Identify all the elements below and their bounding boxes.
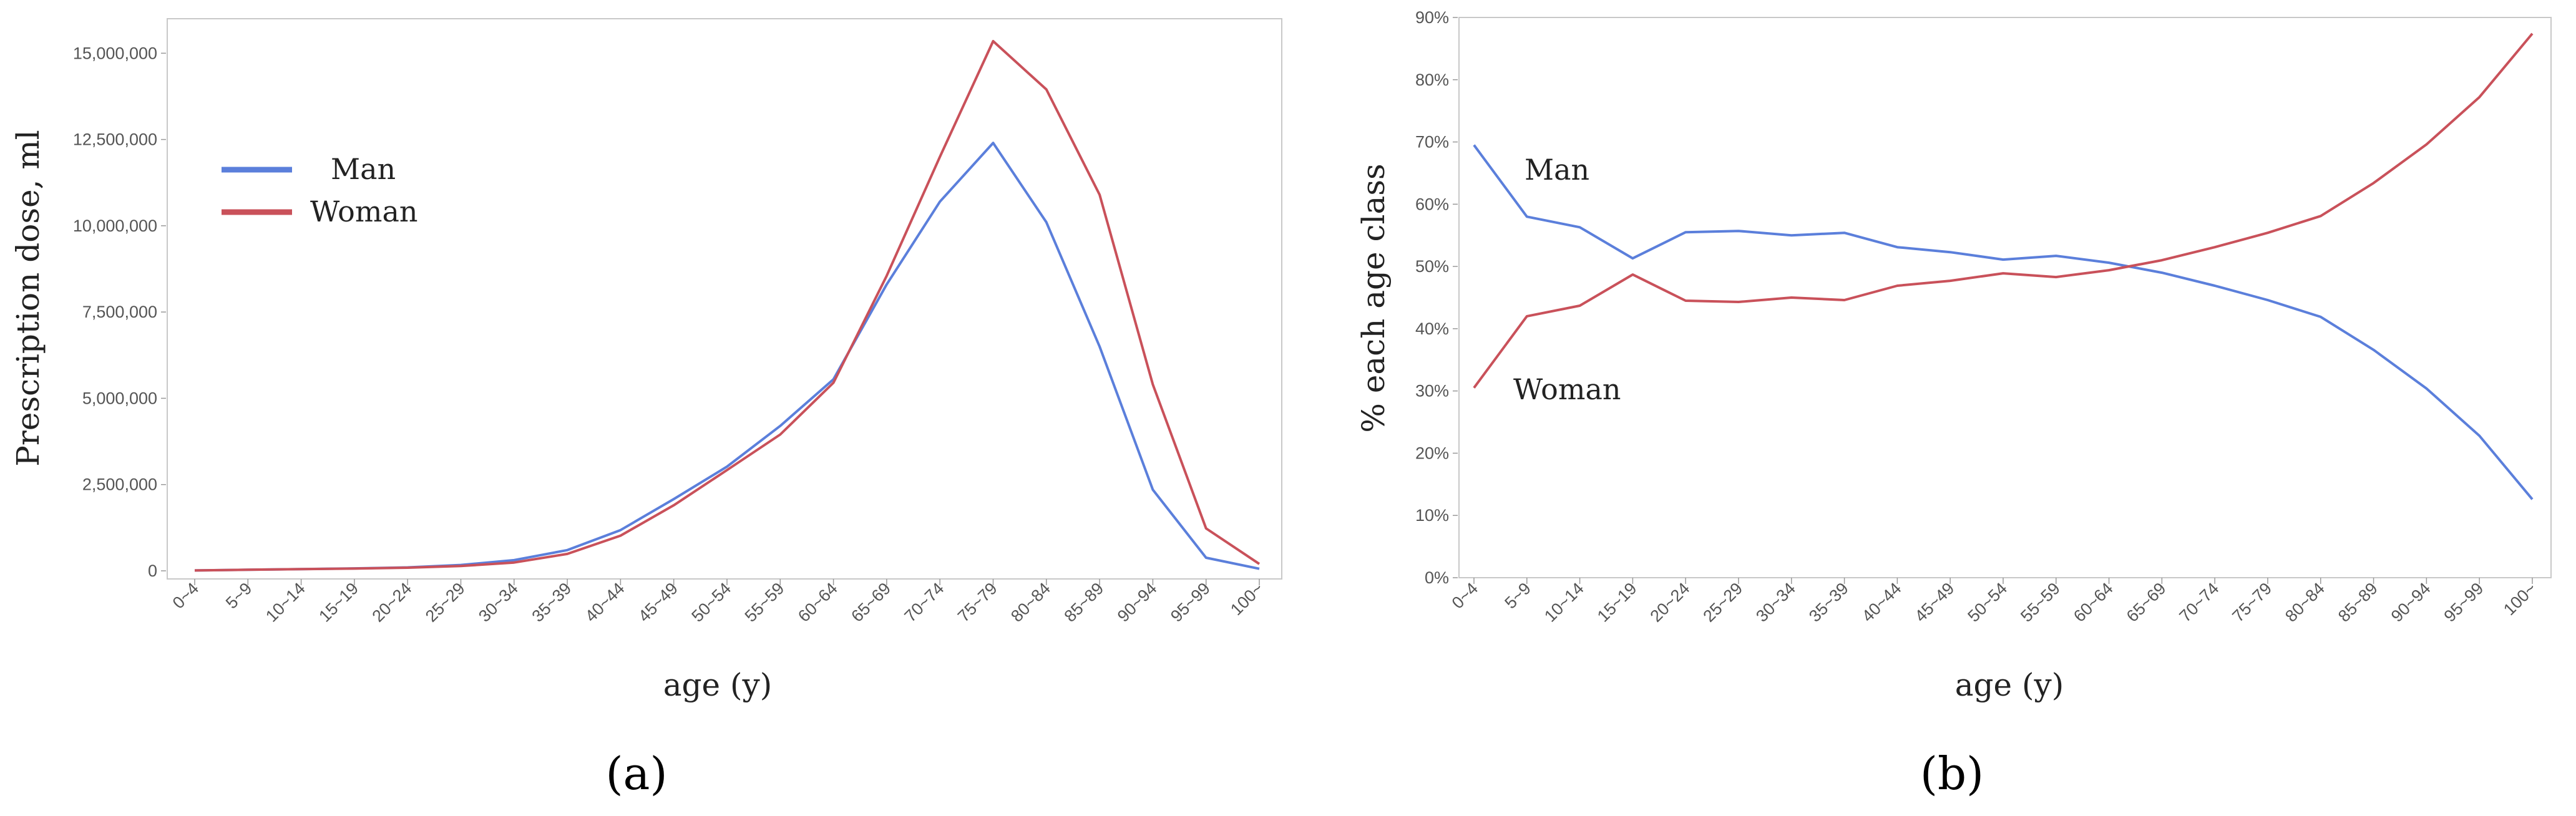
annotation-woman: Woman: [1513, 372, 1621, 406]
chart-a: 0 2,500,000 5,000,000 7,500,000 10,000,000 12…: [10, 18, 1282, 800]
chart-a-xtick-label: 25~29: [422, 579, 469, 626]
chart-b: 0% 10% 20% 30% 40% 50% 60% 70% 80% 90% 0~4 5~9 10~1…: [1355, 8, 2552, 800]
chart-a-ylabel: Prescription dose, ml: [10, 130, 46, 467]
chart-a-ytick-label: 15,000,000: [73, 44, 157, 62]
chart-a-ytick-label: 5,000,000: [82, 389, 157, 407]
chart-a-xtick-label: 55~59: [741, 579, 788, 626]
chart-a-xtick-label: 35~39: [528, 579, 575, 626]
chart-a-ytick-label: 12,500,000: [73, 130, 157, 149]
chart-a-xtick-label: 50~54: [688, 579, 734, 626]
chart-a-ytick-label: 10,000,000: [73, 216, 157, 235]
chart-b-xtick-label: 5~9: [1501, 579, 1534, 613]
chart-b-xtick-label: 55~59: [2017, 579, 2064, 626]
chart-a-xtick-label: 5~9: [222, 579, 256, 613]
chart-a-xtick-label: 100~: [1227, 579, 1267, 619]
chart-b-xtick-label: 20~24: [1647, 579, 1694, 626]
chart-b-xtick-label: 0~4: [1448, 579, 1482, 613]
chart-a-xtick-label: 70~74: [901, 579, 948, 626]
chart-b-xtick-label: 15~19: [1594, 579, 1641, 626]
chart-b-ytick-label: 90%: [1415, 8, 1449, 27]
chart-a-ytick-label: 2,500,000: [82, 475, 157, 494]
annotation-man: Man: [1525, 153, 1589, 187]
chart-b-ytick-label: 20%: [1415, 444, 1449, 462]
chart-b-xtick-label: 45~49: [1911, 579, 1958, 626]
chart-b-xtick-label: 70~74: [2176, 579, 2223, 626]
chart-a-xtick-label: 90~94: [1114, 579, 1161, 626]
chart-a-xtick-label: 0~4: [169, 579, 203, 613]
chart-b-series-woman-line: [1473, 32, 2534, 389]
chart-b-xtick-label: 75~79: [2228, 579, 2275, 626]
chart-a-xtick-label: 15~19: [315, 579, 362, 626]
chart-a-xtick-label: 10~14: [262, 579, 309, 626]
chart-b-xtick-label: 90~94: [2388, 579, 2434, 626]
chart-a-plot-frame: [167, 18, 1282, 580]
chart-b-xtick-label: 10~14: [1541, 579, 1588, 626]
chart-a-xtick-label: 75~79: [954, 579, 1001, 626]
chart-b-panel-label: (b): [1920, 747, 1984, 800]
chart-b-plot-frame: [1458, 17, 2552, 578]
chart-a-series-woman-line: [194, 40, 1261, 572]
chart-a-xtick-label: 40~44: [582, 579, 628, 626]
legend-label-man: Man: [331, 152, 396, 186]
chart-b-series-man-line: [1473, 144, 2534, 500]
chart-b-ytick-label: 30%: [1415, 382, 1449, 401]
chart-b-xtick-label: 65~69: [2123, 579, 2170, 626]
chart-a-panel-label: (a): [605, 747, 667, 800]
chart-b-ylabel: % each age class: [1355, 163, 1392, 432]
chart-b-xtick-label: 95~99: [2441, 579, 2487, 626]
chart-a-legend: Man Woman: [222, 152, 418, 228]
chart-b-xtick-label: 80~84: [2281, 579, 2328, 626]
chart-a-xtick-label: 60~64: [794, 579, 841, 626]
chart-b-ytick-label: 0%: [1425, 568, 1449, 587]
chart-b-xlabel: age (y): [1955, 667, 2064, 703]
chart-b-ytick-label: 10%: [1415, 506, 1449, 525]
chart-b-xtick-label: 50~54: [1964, 579, 2011, 626]
chart-a-ytick-label: 0: [148, 561, 157, 580]
chart-b-ytick-label: 60%: [1415, 195, 1449, 213]
chart-b-xtick-label: 40~44: [1858, 579, 1905, 626]
chart-b-xtick-label: 85~89: [2334, 579, 2381, 626]
chart-b-xtick-label: 35~39: [1805, 579, 1852, 626]
chart-a-xtick-label: 85~89: [1060, 579, 1107, 626]
chart-b-ytick-label: 50%: [1415, 257, 1449, 276]
chart-a-xtick-label: 65~69: [847, 579, 894, 626]
legend-label-woman: Woman: [310, 195, 418, 228]
chart-a-xtick-label: 30~34: [475, 579, 522, 626]
chart-a-xtick-label: 95~99: [1167, 579, 1214, 626]
chart-b-ytick-label: 40%: [1415, 319, 1449, 338]
chart-b-ytick-label: 70%: [1415, 133, 1449, 152]
chart-b-xtick-label: 30~34: [1752, 579, 1799, 626]
chart-a-ytick-label: 7,500,000: [82, 303, 157, 321]
chart-b-ytick-label: 80%: [1415, 70, 1449, 89]
chart-a-xtick-label: 45~49: [635, 579, 681, 626]
chart-b-xtick-label: 25~29: [1699, 579, 1746, 626]
chart-a-xlabel: age (y): [663, 667, 773, 703]
chart-b-xtick-label: 60~64: [2070, 579, 2117, 626]
chart-a-xtick-label: 20~24: [369, 579, 416, 626]
chart-a-xtick-label: 80~84: [1007, 579, 1054, 626]
chart-b-xtick-label: 100~: [2500, 579, 2540, 619]
